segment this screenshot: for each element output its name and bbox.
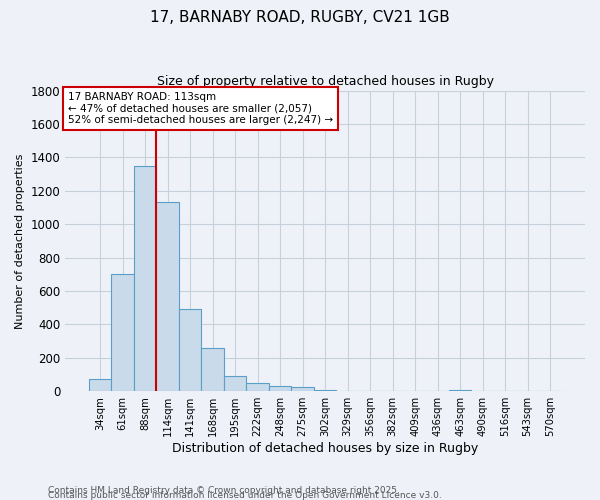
Text: 17 BARNABY ROAD: 113sqm
← 47% of detached houses are smaller (2,057)
52% of semi: 17 BARNABY ROAD: 113sqm ← 47% of detache…	[68, 92, 333, 126]
Bar	[247, 383, 269, 391]
Y-axis label: Number of detached properties: Number of detached properties	[15, 153, 25, 328]
X-axis label: Distribution of detached houses by size in Rugby: Distribution of detached houses by size …	[172, 442, 478, 455]
Bar	[292, 387, 314, 391]
Text: Contains HM Land Registry data © Crown copyright and database right 2025.: Contains HM Land Registry data © Crown c…	[48, 486, 400, 495]
Text: Contains public sector information licensed under the Open Government Licence v3: Contains public sector information licen…	[48, 491, 442, 500]
Bar	[89, 378, 111, 391]
Bar	[314, 390, 337, 391]
Title: Size of property relative to detached houses in Rugby: Size of property relative to detached ho…	[157, 75, 494, 88]
Bar	[157, 202, 179, 391]
Bar	[111, 274, 134, 391]
Text: 17, BARNABY ROAD, RUGBY, CV21 1GB: 17, BARNABY ROAD, RUGBY, CV21 1GB	[150, 10, 450, 25]
Bar	[269, 386, 292, 391]
Bar	[202, 348, 224, 391]
Bar	[179, 310, 202, 391]
Bar	[134, 166, 157, 391]
Bar	[224, 376, 247, 391]
Bar	[449, 390, 472, 391]
